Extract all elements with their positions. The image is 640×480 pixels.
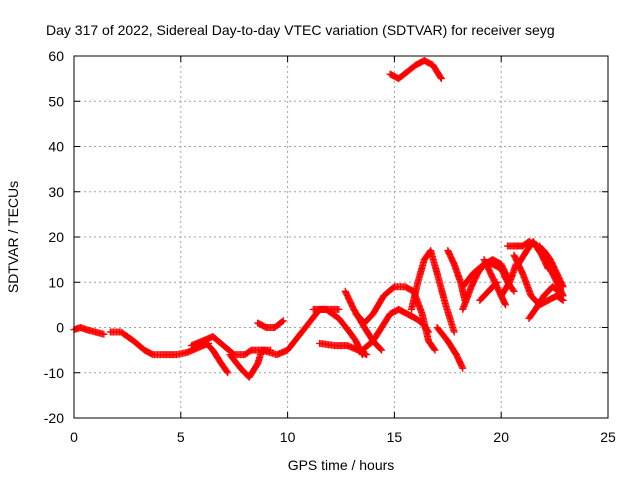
data-point bbox=[377, 345, 385, 353]
y-tick-labels: -20 -10 0 10 20 30 40 50 60 bbox=[44, 48, 64, 426]
y-tick-label: 30 bbox=[48, 184, 64, 200]
series-arc16 bbox=[444, 247, 469, 304]
data-point bbox=[378, 346, 386, 354]
y-tick-label: 20 bbox=[48, 229, 64, 245]
data-point bbox=[437, 75, 445, 83]
x-tick-label: 20 bbox=[493, 429, 509, 445]
y-tick-label: -20 bbox=[44, 410, 64, 426]
data-point bbox=[493, 278, 501, 286]
series-arc11 bbox=[358, 305, 433, 354]
data-point bbox=[335, 305, 343, 313]
y-tick-label: 50 bbox=[48, 93, 64, 109]
y-tick-label: -10 bbox=[44, 365, 64, 381]
data-point bbox=[431, 346, 439, 354]
series-arc3 bbox=[200, 337, 232, 377]
series-arc1 bbox=[70, 324, 108, 338]
data-point bbox=[278, 318, 286, 326]
y-tick-label: 60 bbox=[48, 48, 64, 64]
data-point bbox=[224, 369, 232, 377]
data-point bbox=[509, 286, 517, 294]
data-point bbox=[510, 287, 518, 295]
series-arc26 bbox=[497, 292, 509, 309]
data-point bbox=[437, 73, 445, 81]
x-tick-label: 0 bbox=[70, 429, 78, 445]
data-points bbox=[70, 57, 567, 381]
data-point bbox=[492, 279, 500, 287]
y-tick-label: 0 bbox=[56, 320, 64, 336]
grid-lines bbox=[73, 55, 609, 419]
x-tick-labels: 0 5 10 15 20 25 bbox=[70, 429, 616, 445]
series-arc21 bbox=[525, 283, 563, 322]
x-tick-label: 15 bbox=[387, 429, 403, 445]
x-axis-label: GPS time / hours bbox=[288, 457, 395, 473]
data-point bbox=[558, 295, 566, 303]
data-point bbox=[459, 364, 467, 372]
series-arc7 bbox=[258, 305, 343, 359]
data-point bbox=[430, 345, 438, 353]
y-tick-label: 40 bbox=[48, 139, 64, 155]
series-arc15 bbox=[386, 57, 445, 83]
series-arc6 bbox=[254, 317, 287, 331]
data-point bbox=[100, 330, 108, 338]
y-axis-label: SDTVAR / TECUs bbox=[5, 181, 21, 293]
data-point bbox=[501, 301, 509, 309]
series-arc22 bbox=[510, 251, 567, 309]
series-arc13 bbox=[407, 247, 458, 336]
chart-title: Day 317 of 2022, Sidereal Day-to-day VTE… bbox=[46, 22, 555, 38]
series-arc14 bbox=[433, 324, 467, 372]
x-tick-label: 25 bbox=[600, 429, 616, 445]
series-arc12 bbox=[352, 283, 439, 354]
y-tick-label: 10 bbox=[48, 274, 64, 290]
data-point bbox=[559, 292, 567, 300]
series-arc2 bbox=[106, 328, 213, 359]
plot-frame bbox=[73, 55, 609, 419]
series-arc25 bbox=[476, 278, 501, 304]
series-arc24 bbox=[536, 242, 567, 300]
data-point bbox=[223, 367, 231, 375]
data-point bbox=[450, 328, 458, 336]
x-tick-label: 10 bbox=[280, 429, 296, 445]
data-point bbox=[279, 317, 287, 325]
x-tick-label: 5 bbox=[177, 429, 185, 445]
